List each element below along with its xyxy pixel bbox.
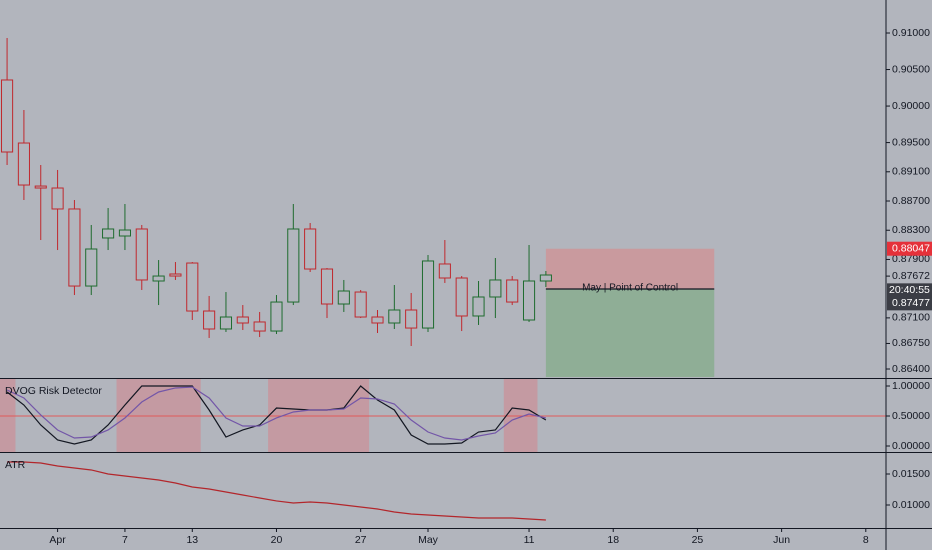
candle-body: [203, 310, 216, 330]
y-tick-label: 0.87100: [892, 312, 930, 324]
last-price-label: 0.87477: [892, 297, 930, 309]
candle-body: [371, 316, 384, 324]
poc-label: May | Point of Control: [582, 283, 678, 294]
candle-body: [17, 142, 30, 186]
candle-body: [219, 316, 233, 330]
y-tick-label: 0.88700: [892, 195, 930, 207]
y-tick-label: 0.86750: [892, 337, 930, 349]
x-tick-label: Jun: [773, 534, 790, 546]
x-tick-label: 25: [692, 534, 704, 546]
candle-body: [287, 228, 300, 303]
target-zone: [545, 289, 715, 377]
candle-body: [85, 248, 98, 287]
candle-body: [320, 268, 334, 305]
candle-body: [337, 290, 350, 305]
candle-body: [539, 274, 552, 282]
candle-body: [152, 275, 165, 282]
candle-body: [1, 79, 14, 153]
candle-body: [186, 262, 199, 312]
y-tick-label: 0.87672: [892, 270, 930, 282]
candle-body: [135, 228, 148, 281]
candle-body: [354, 291, 367, 318]
candle-body: [421, 260, 435, 329]
stop-zone: [545, 248, 715, 290]
y-tick-label: 0.90500: [892, 63, 930, 75]
candle-body: [118, 229, 131, 237]
stop-price-box: [887, 241, 932, 256]
candle-body: [472, 296, 485, 317]
y-tick-label: 0.90000: [892, 100, 930, 112]
plot-content: May | Point of Control DVOG Risk Detector…: [0, 37, 886, 521]
candle-body: [270, 301, 283, 332]
candle-body: [34, 185, 47, 189]
candle-body: [169, 273, 182, 277]
y-tick-label: 0.89100: [892, 166, 930, 178]
y-tick-label: 0.00000: [892, 440, 930, 452]
candle-body: [304, 228, 317, 270]
countdown: 20:40:55: [889, 284, 930, 296]
candle-body: [522, 280, 536, 321]
candle-body: [51, 187, 64, 210]
x-tick-label: 7: [122, 534, 128, 546]
y-tick-label: 0.88300: [892, 224, 930, 236]
candle-body: [405, 309, 418, 329]
y-tick-label: 0.87900: [892, 253, 930, 265]
candle-body: [455, 277, 468, 317]
y-tick-label: 0.89500: [892, 136, 930, 148]
y-tick-label: 0.86400: [892, 363, 930, 375]
indicator-line: [6, 386, 547, 441]
x-tick-label: 13: [186, 534, 198, 546]
pane-title: DVOG Risk Detector: [5, 385, 102, 397]
y-tick-label: 1.00000: [892, 380, 930, 392]
candle-body: [253, 321, 266, 332]
indicator-line: [7, 461, 546, 521]
y-tick-label: 0.01500: [892, 468, 930, 480]
candle-body: [489, 279, 502, 298]
x-tick-label: May: [418, 534, 439, 546]
candle-body: [68, 208, 81, 287]
last-price-box: [887, 283, 932, 311]
pane-title: ATR: [5, 459, 26, 471]
candle-body: [102, 228, 115, 239]
y-tick-label: 0.91000: [892, 27, 930, 39]
x-tick-label: 27: [355, 534, 367, 546]
x-tick-label: Apr: [49, 534, 66, 546]
candle-body: [388, 309, 401, 324]
x-tick-label: 8: [863, 534, 869, 546]
y-tick-label: 0.01000: [892, 499, 930, 511]
candle-body: [438, 263, 451, 279]
x-tick-label: 11: [524, 534, 535, 546]
x-tick-label: 20: [271, 534, 283, 546]
candle-body: [506, 279, 519, 303]
x-tick-label: 18: [607, 534, 619, 546]
candle-body: [236, 316, 249, 324]
y-tick-label: 0.50000: [892, 410, 930, 422]
stop-price-label: 0.88047: [892, 242, 930, 254]
